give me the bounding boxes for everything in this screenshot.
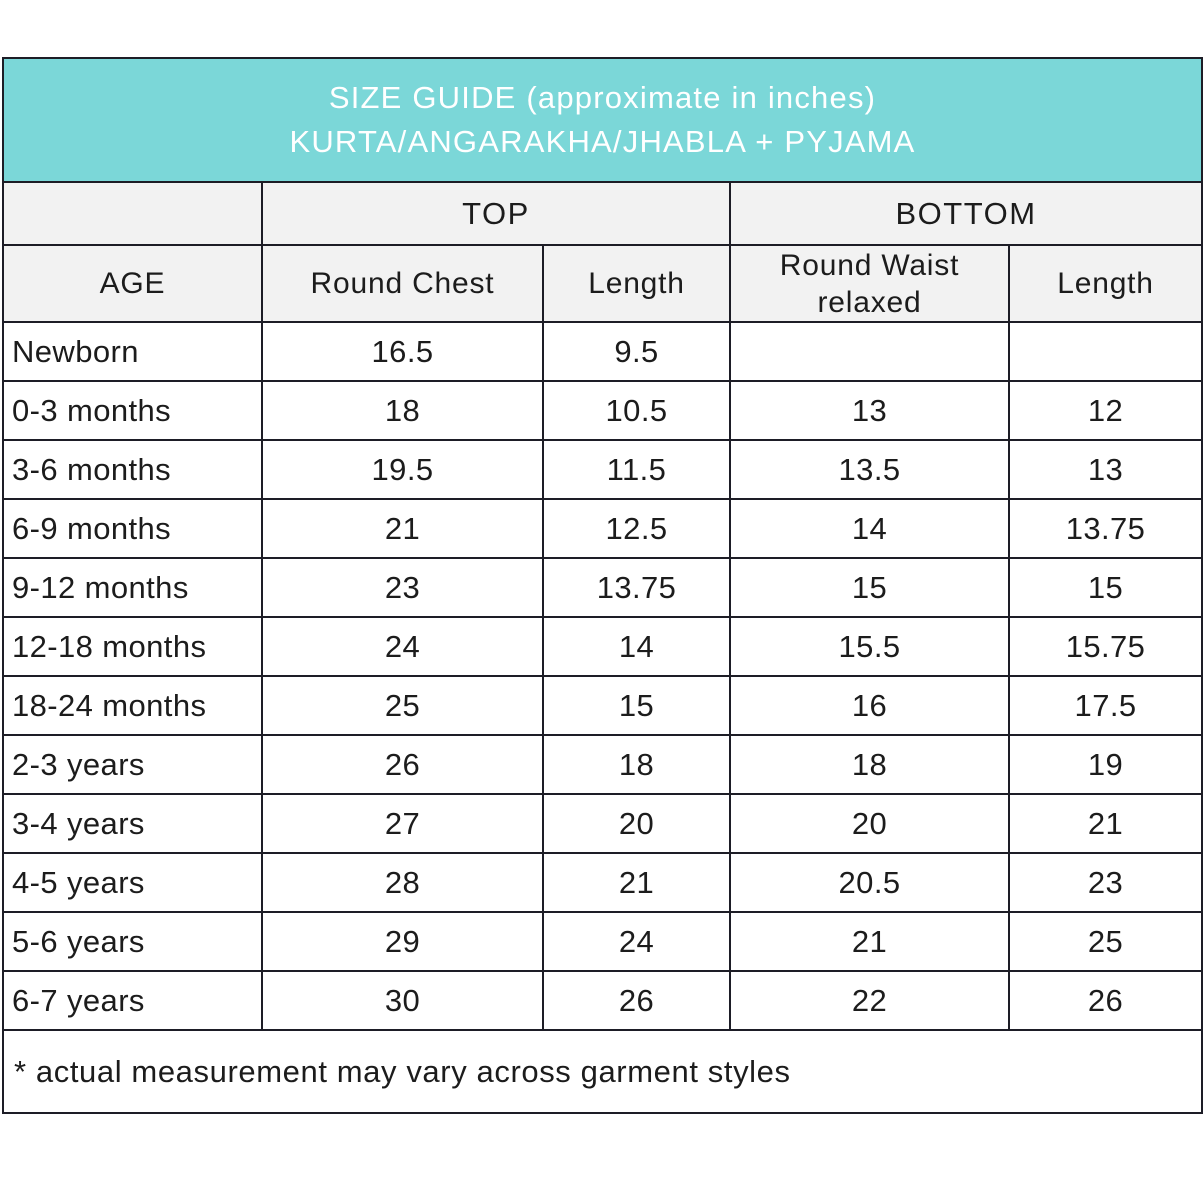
table-row: 2-3 years 26 18 18 19 (2, 734, 1204, 795)
age-cell: 12-18 months (2, 616, 263, 677)
value-cell: 19 (1007, 734, 1204, 795)
age-cell: 3-6 months (2, 439, 263, 500)
age-cell: 2-3 years (2, 734, 263, 795)
value-cell (729, 321, 1010, 382)
value-cell: 25 (1007, 911, 1204, 972)
value-cell: 27 (261, 793, 544, 854)
value-cell: 20 (542, 793, 731, 854)
title-line-1: SIZE GUIDE (approximate in inches) (328, 80, 877, 115)
column-header-bottom-length: Length (1007, 244, 1204, 323)
value-cell: 26 (1007, 970, 1204, 1031)
table-footnote: * actual measurement may vary across gar… (1, 1029, 1204, 1114)
value-cell: 15.5 (729, 616, 1010, 677)
value-cell: 15 (1007, 557, 1204, 618)
value-cell: 25 (261, 675, 544, 736)
age-cell: 3-4 years (2, 793, 263, 854)
table-row: 0-3 months 18 10.5 13 12 (2, 380, 1204, 441)
value-cell: 23 (1007, 852, 1204, 913)
age-cell: 4-5 years (2, 852, 263, 913)
value-cell: 24 (261, 616, 544, 677)
value-cell: 20.5 (729, 852, 1010, 913)
table-title: SIZE GUIDE (approximate in inches) KURTA… (1, 57, 1204, 183)
table-row: 6-9 months 21 12.5 14 13.75 (2, 498, 1204, 559)
age-cell: 6-9 months (2, 498, 263, 559)
size-guide-table: SIZE GUIDE (approximate in inches) KURTA… (1, 57, 1204, 1114)
column-header-row: AGE Round Chest Length Round Waist relax… (2, 244, 1204, 323)
table-row: 5-6 years 29 24 21 25 (2, 911, 1204, 972)
value-cell: 14 (542, 616, 731, 677)
group-header-top: TOP (261, 181, 731, 246)
table-row: 9-12 months 23 13.75 15 15 (2, 557, 1204, 618)
value-cell: 18 (261, 380, 544, 441)
value-cell: 23 (261, 557, 544, 618)
table-row: 18-24 months 25 15 16 17.5 (2, 675, 1204, 736)
footnote-row: * actual measurement may vary across gar… (1, 1029, 1204, 1114)
value-cell: 11.5 (542, 439, 731, 500)
value-cell: 10.5 (542, 380, 731, 441)
value-cell: 12.5 (542, 498, 731, 559)
title-line-2: KURTA/ANGARAKHA/JHABLA + PYJAMA (289, 124, 916, 159)
column-header-age: AGE (2, 244, 263, 323)
age-cell: Newborn (2, 321, 263, 382)
value-cell: 30 (261, 970, 544, 1031)
group-header-spacer (2, 181, 263, 246)
value-cell: 15.75 (1007, 616, 1204, 677)
table-row: Newborn 16.5 9.5 (2, 321, 1204, 382)
column-header-round-chest: Round Chest (261, 244, 544, 323)
value-cell: 21 (542, 852, 731, 913)
age-cell: 6-7 years (2, 970, 263, 1031)
table-row: 3-6 months 19.5 11.5 13.5 13 (2, 439, 1204, 500)
age-cell: 9-12 months (2, 557, 263, 618)
table-body: Newborn 16.5 9.5 0-3 months 18 10.5 13 12 3-6 mo… (2, 321, 1204, 1031)
value-cell: 28 (261, 852, 544, 913)
value-cell: 22 (729, 970, 1010, 1031)
value-cell: 20 (729, 793, 1010, 854)
value-cell: 29 (261, 911, 544, 972)
value-cell: 13.5 (729, 439, 1010, 500)
age-cell: 0-3 months (2, 380, 263, 441)
value-cell: 21 (261, 498, 544, 559)
value-cell: 26 (542, 970, 731, 1031)
age-cell: 18-24 months (2, 675, 263, 736)
value-cell: 13.75 (1007, 498, 1204, 559)
group-header-row: TOP BOTTOM (2, 181, 1204, 246)
value-cell: 12 (1007, 380, 1204, 441)
table-row: 12-18 months 24 14 15.5 15.75 (2, 616, 1204, 677)
value-cell: 21 (729, 911, 1010, 972)
group-header-bottom: BOTTOM (728, 181, 1204, 246)
value-cell: 16 (729, 675, 1010, 736)
column-header-top-length: Length (542, 244, 731, 323)
value-cell: 17.5 (1007, 675, 1204, 736)
value-cell: 15 (542, 675, 731, 736)
value-cell: 13 (729, 380, 1010, 441)
column-header-round-waist: Round Waist relaxed (729, 244, 1010, 323)
value-cell: 26 (261, 734, 544, 795)
value-cell: 14 (729, 498, 1010, 559)
title-row: SIZE GUIDE (approximate in inches) KURTA… (1, 57, 1204, 183)
table-row: 3-4 years 27 20 20 21 (2, 793, 1204, 854)
value-cell: 16.5 (261, 321, 544, 382)
value-cell: 15 (729, 557, 1010, 618)
value-cell: 18 (542, 734, 731, 795)
value-cell: 18 (729, 734, 1010, 795)
value-cell: 13 (1007, 439, 1204, 500)
value-cell: 9.5 (542, 321, 731, 382)
value-cell: 21 (1007, 793, 1204, 854)
value-cell: 19.5 (261, 439, 544, 500)
table-row: 6-7 years 30 26 22 26 (2, 970, 1204, 1031)
age-cell: 5-6 years (2, 911, 263, 972)
table-row: 4-5 years 28 21 20.5 23 (2, 852, 1204, 913)
value-cell (1007, 321, 1204, 382)
value-cell: 13.75 (542, 557, 731, 618)
value-cell: 24 (542, 911, 731, 972)
